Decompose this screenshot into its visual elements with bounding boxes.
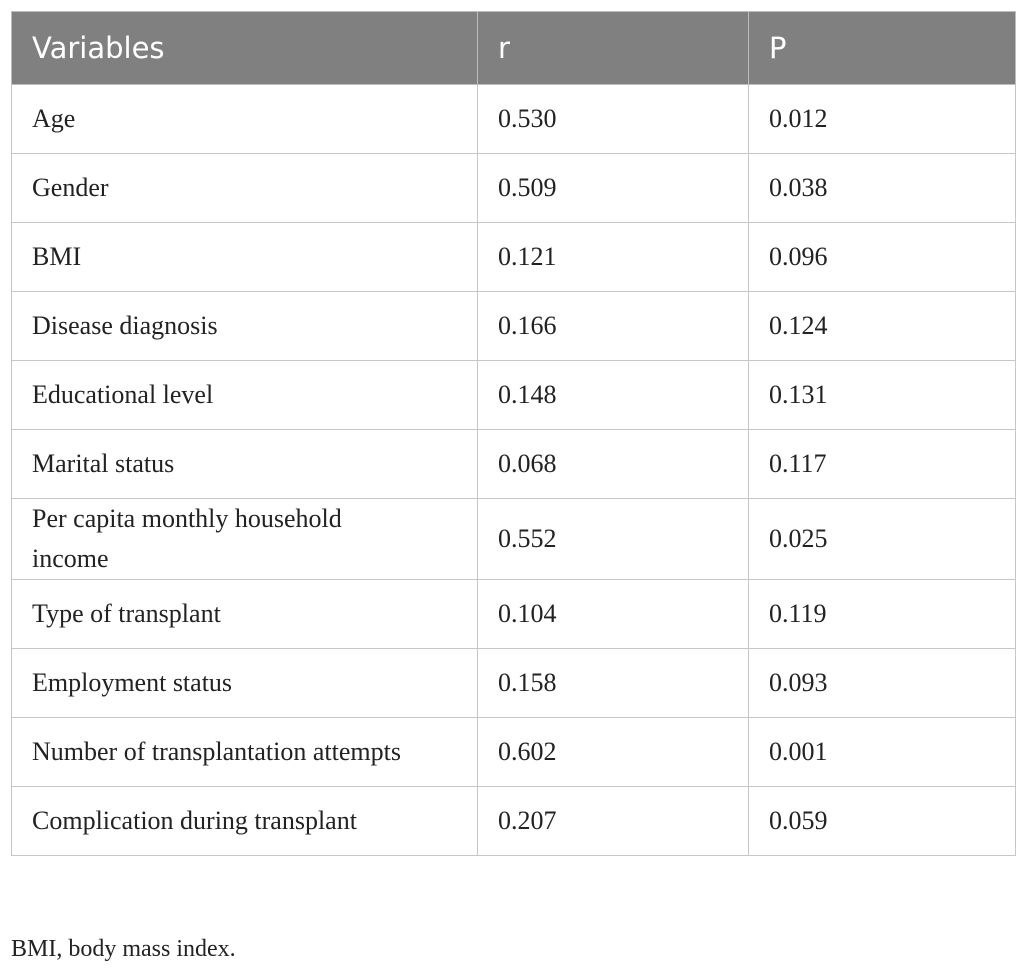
variable-cell: Type of transplant — [11, 579, 478, 649]
value-cell: 0.158 — [477, 648, 749, 718]
table-row: Disease diagnosis 0.166 0.124 — [11, 291, 1016, 361]
table-row: Number of transplantation attempts 0.602 0… — [11, 717, 1016, 787]
value-cell: 0.012 — [748, 84, 1016, 154]
value-cell: 0.131 — [748, 360, 1016, 430]
table-row: Type of transplant 0.104 0.119 — [11, 579, 1016, 649]
value-cell: 0.207 — [477, 786, 749, 856]
header-cell: r — [477, 11, 749, 85]
value-cell: 0.509 — [477, 153, 749, 223]
value-cell: 0.124 — [748, 291, 1016, 361]
table-row: Gender 0.509 0.038 — [11, 153, 1016, 223]
variable-cell: Complication during transplant — [11, 786, 478, 856]
variable-cell: Age — [11, 84, 478, 154]
value-cell: 0.166 — [477, 291, 749, 361]
table-body: Age 0.530 0.012 Gender 0.509 0.038 BMI 0.121 0.0… — [11, 84, 1016, 856]
value-cell: 0.001 — [748, 717, 1016, 787]
variable-cell: Marital status — [11, 429, 478, 499]
value-cell: 0.119 — [748, 579, 1016, 649]
value-cell: 0.552 — [477, 498, 749, 580]
variable-cell: Gender — [11, 153, 478, 223]
variable-cell: Disease diagnosis — [11, 291, 478, 361]
table-row: Age 0.530 0.012 — [11, 84, 1016, 154]
variable-cell: Number of transplantation attempts — [11, 717, 478, 787]
value-cell: 0.038 — [748, 153, 1016, 223]
header-cell: Variables — [11, 11, 478, 85]
table-row: Per capita monthly household income 0.552… — [11, 498, 1016, 580]
table-row: Educational level 0.148 0.131 — [11, 360, 1016, 430]
table-row: Complication during transplant 0.207 0.059 — [11, 786, 1016, 856]
table-row: BMI 0.121 0.096 — [11, 222, 1016, 292]
variable-cell: Per capita monthly household income — [11, 498, 478, 580]
value-cell: 0.602 — [477, 717, 749, 787]
value-cell: 0.096 — [748, 222, 1016, 292]
footnote: BMI, body mass index. — [11, 936, 236, 962]
table-row: Employment status 0.158 0.093 — [11, 648, 1016, 718]
value-cell: 0.059 — [748, 786, 1016, 856]
value-cell: 0.148 — [477, 360, 749, 430]
value-cell: 0.068 — [477, 429, 749, 499]
data-table: Variables r P Age 0.530 0.012 Gender 0.509 0.03… — [11, 11, 1016, 856]
value-cell: 0.093 — [748, 648, 1016, 718]
value-cell: 0.121 — [477, 222, 749, 292]
value-cell: 0.117 — [748, 429, 1016, 499]
table-row: Marital status 0.068 0.117 — [11, 429, 1016, 499]
value-cell: 0.530 — [477, 84, 749, 154]
header-row: Variables r P — [11, 11, 1016, 85]
variable-cell: Educational level — [11, 360, 478, 430]
variable-cell: BMI — [11, 222, 478, 292]
header-cell: P — [748, 11, 1016, 85]
value-cell: 0.104 — [477, 579, 749, 649]
variable-cell: Employment status — [11, 648, 478, 718]
value-cell: 0.025 — [748, 498, 1016, 580]
